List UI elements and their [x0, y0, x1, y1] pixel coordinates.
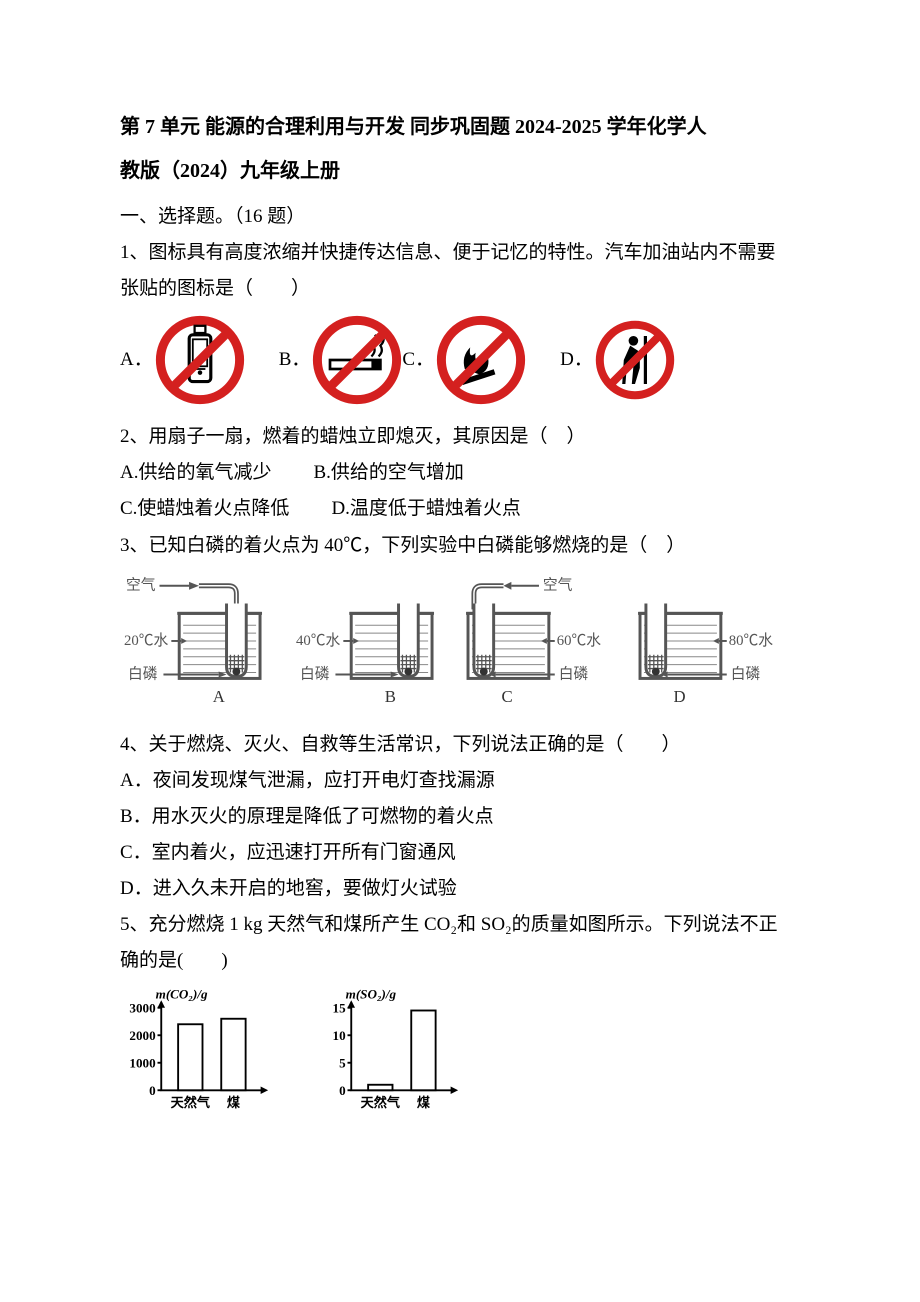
svg-text:1000: 1000	[129, 1056, 156, 1071]
co2-chart: m(CO₂)/g 0 1000 2000 3000 天然气 煤	[120, 983, 270, 1128]
q2-text: 2、用扇子一扇，燃着的蜡烛立即熄灭，其原因是（ ）	[120, 419, 805, 455]
q3-diagrams: 空气	[120, 570, 805, 721]
q2-opts-cd: C.使蜡烛着火点降低 D.温度低于蜡烛着火点	[120, 491, 805, 527]
q4-opt-a: A．夜间发现煤气泄漏，应打开电灯查找漏源	[120, 763, 805, 799]
title-line-2: 教版（2024）九年级上册	[120, 149, 805, 193]
q1-line1: 1、图标具有高度浓缩并快捷传达信息、便于记忆的特性。汽车加油站内不需要	[120, 235, 805, 271]
svg-text:m(SO₂)/g: m(SO₂)/g	[346, 987, 397, 1002]
svg-text:3000: 3000	[129, 1001, 156, 1016]
svg-text:空气: 空气	[543, 576, 573, 593]
svg-text:天然气: 天然气	[171, 1095, 210, 1111]
air-label-a: 空气	[126, 576, 156, 593]
q2-opts-ab: A.供给的氧气减少 B.供给的空气增加	[120, 455, 805, 491]
q3-tube-b: 40℃水 白磷 B	[292, 570, 440, 721]
svg-text:0: 0	[339, 1083, 346, 1098]
svg-text:白磷: 白磷	[559, 665, 589, 682]
q1-opt-a-label: A．	[120, 342, 155, 378]
q4-opt-d: D．进入久未开启的地窖，要做灯火试验	[120, 871, 805, 907]
svg-text:A: A	[213, 687, 225, 706]
no-fire-icon	[436, 315, 526, 405]
title-line-1: 第 7 单元 能源的合理利用与开发 同步巩固题 2024-2025 学年化学人	[120, 105, 805, 149]
q3-tube-d: 80℃水 白磷 D	[636, 570, 784, 721]
q1-opt-c: C．	[402, 315, 526, 405]
q3-text: 3、已知白磷的着火点为 40℃，下列实验中白磷能够燃烧的是（ ）	[120, 528, 805, 564]
q1-opt-b: B．	[279, 315, 403, 405]
q1-opt-b-label: B．	[279, 342, 313, 378]
q2-opt-b: B.供给的空气增加	[313, 455, 463, 491]
svg-text:B: B	[385, 687, 396, 706]
svg-text:15: 15	[333, 1001, 347, 1016]
svg-text:0: 0	[149, 1083, 156, 1098]
q5-line1: 5、充分燃烧 1 kg 天然气和煤所产生 CO₂和 SO₂的质量如图所示。下列说…	[120, 907, 805, 943]
no-smoking-icon	[312, 315, 402, 405]
document-page: 第 7 单元 能源的合理利用与开发 同步巩固题 2024-2025 学年化学人 …	[0, 0, 920, 1169]
svg-text:白磷: 白磷	[300, 665, 330, 682]
svg-text:5: 5	[339, 1056, 346, 1071]
svg-text:2000: 2000	[129, 1028, 156, 1043]
q4-opt-c: C．室内着火，应迅速打开所有门窗通风	[120, 835, 805, 871]
svg-text:D: D	[674, 687, 686, 706]
q3-tube-a: 空气	[120, 570, 268, 721]
svg-text:80℃水: 80℃水	[729, 632, 774, 649]
svg-text:60℃水: 60℃水	[557, 632, 602, 649]
q4-opt-b: B．用水灭火的原理是降低了可燃物的着火点	[120, 799, 805, 835]
svg-text:40℃水: 40℃水	[296, 632, 341, 649]
q3-tube-c: 空气	[464, 570, 612, 721]
q2-opt-d: D.温度低于蜡烛着火点	[331, 491, 520, 527]
svg-text:白磷: 白磷	[128, 665, 158, 682]
so2-chart: m(SO₂)/g 0 5 10 15 天然气 煤	[310, 983, 460, 1128]
no-leaning-icon	[595, 320, 675, 400]
svg-text:煤: 煤	[417, 1095, 431, 1111]
q1-line2: 张贴的图标是（ ）	[120, 271, 805, 307]
svg-text:20℃水: 20℃水	[124, 632, 169, 649]
no-phone-icon	[155, 315, 245, 405]
q1-opt-c-label: C．	[402, 342, 436, 378]
q1-opt-d-label: D．	[560, 342, 595, 378]
q1-opt-d: D．	[560, 320, 675, 400]
q1-options: A． B．	[120, 315, 805, 405]
q1-opt-a: A．	[120, 315, 245, 405]
section-label: 一、选择题。（16 题）	[120, 199, 805, 235]
svg-text:白磷: 白磷	[731, 665, 761, 682]
q2-opt-c: C.使蜡烛着火点降低	[120, 491, 289, 527]
svg-text:煤: 煤	[227, 1095, 241, 1111]
svg-text:天然气: 天然气	[361, 1095, 400, 1111]
q2-opt-a: A.供给的氧气减少	[120, 455, 271, 491]
svg-text:m(CO₂)/g: m(CO₂)/g	[156, 987, 208, 1002]
q5-line2: 确的是( )	[120, 943, 805, 979]
svg-text:10: 10	[333, 1028, 347, 1043]
svg-text:C: C	[502, 687, 513, 706]
q5-charts: m(CO₂)/g 0 1000 2000 3000 天然气 煤 m(SO₂)/g 0 5 10 15…	[120, 983, 805, 1128]
q4-text: 4、关于燃烧、灭火、自救等生活常识，下列说法正确的是（ ）	[120, 727, 805, 763]
